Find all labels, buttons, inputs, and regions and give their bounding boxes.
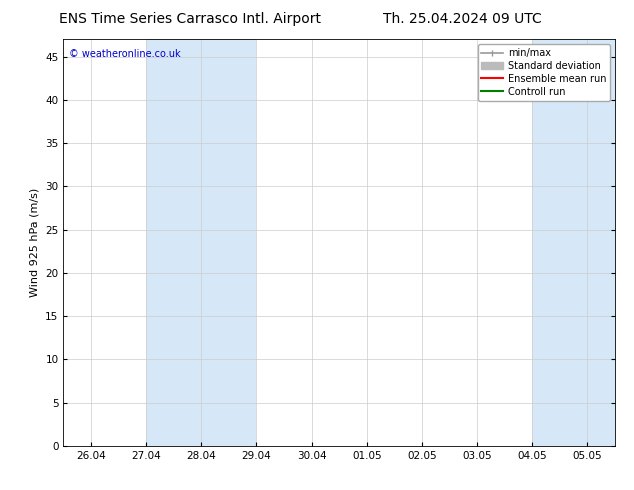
Legend: min/max, Standard deviation, Ensemble mean run, Controll run: min/max, Standard deviation, Ensemble me…: [477, 44, 610, 100]
Text: ENS Time Series Carrasco Intl. Airport: ENS Time Series Carrasco Intl. Airport: [59, 12, 321, 26]
Bar: [146, 39, 256, 446]
Text: © weatheronline.co.uk: © weatheronline.co.uk: [69, 49, 181, 59]
Text: Th. 25.04.2024 09 UTC: Th. 25.04.2024 09 UTC: [384, 12, 542, 26]
Y-axis label: Wind 925 hPa (m/s): Wind 925 hPa (m/s): [30, 188, 40, 297]
Bar: [533, 39, 634, 446]
